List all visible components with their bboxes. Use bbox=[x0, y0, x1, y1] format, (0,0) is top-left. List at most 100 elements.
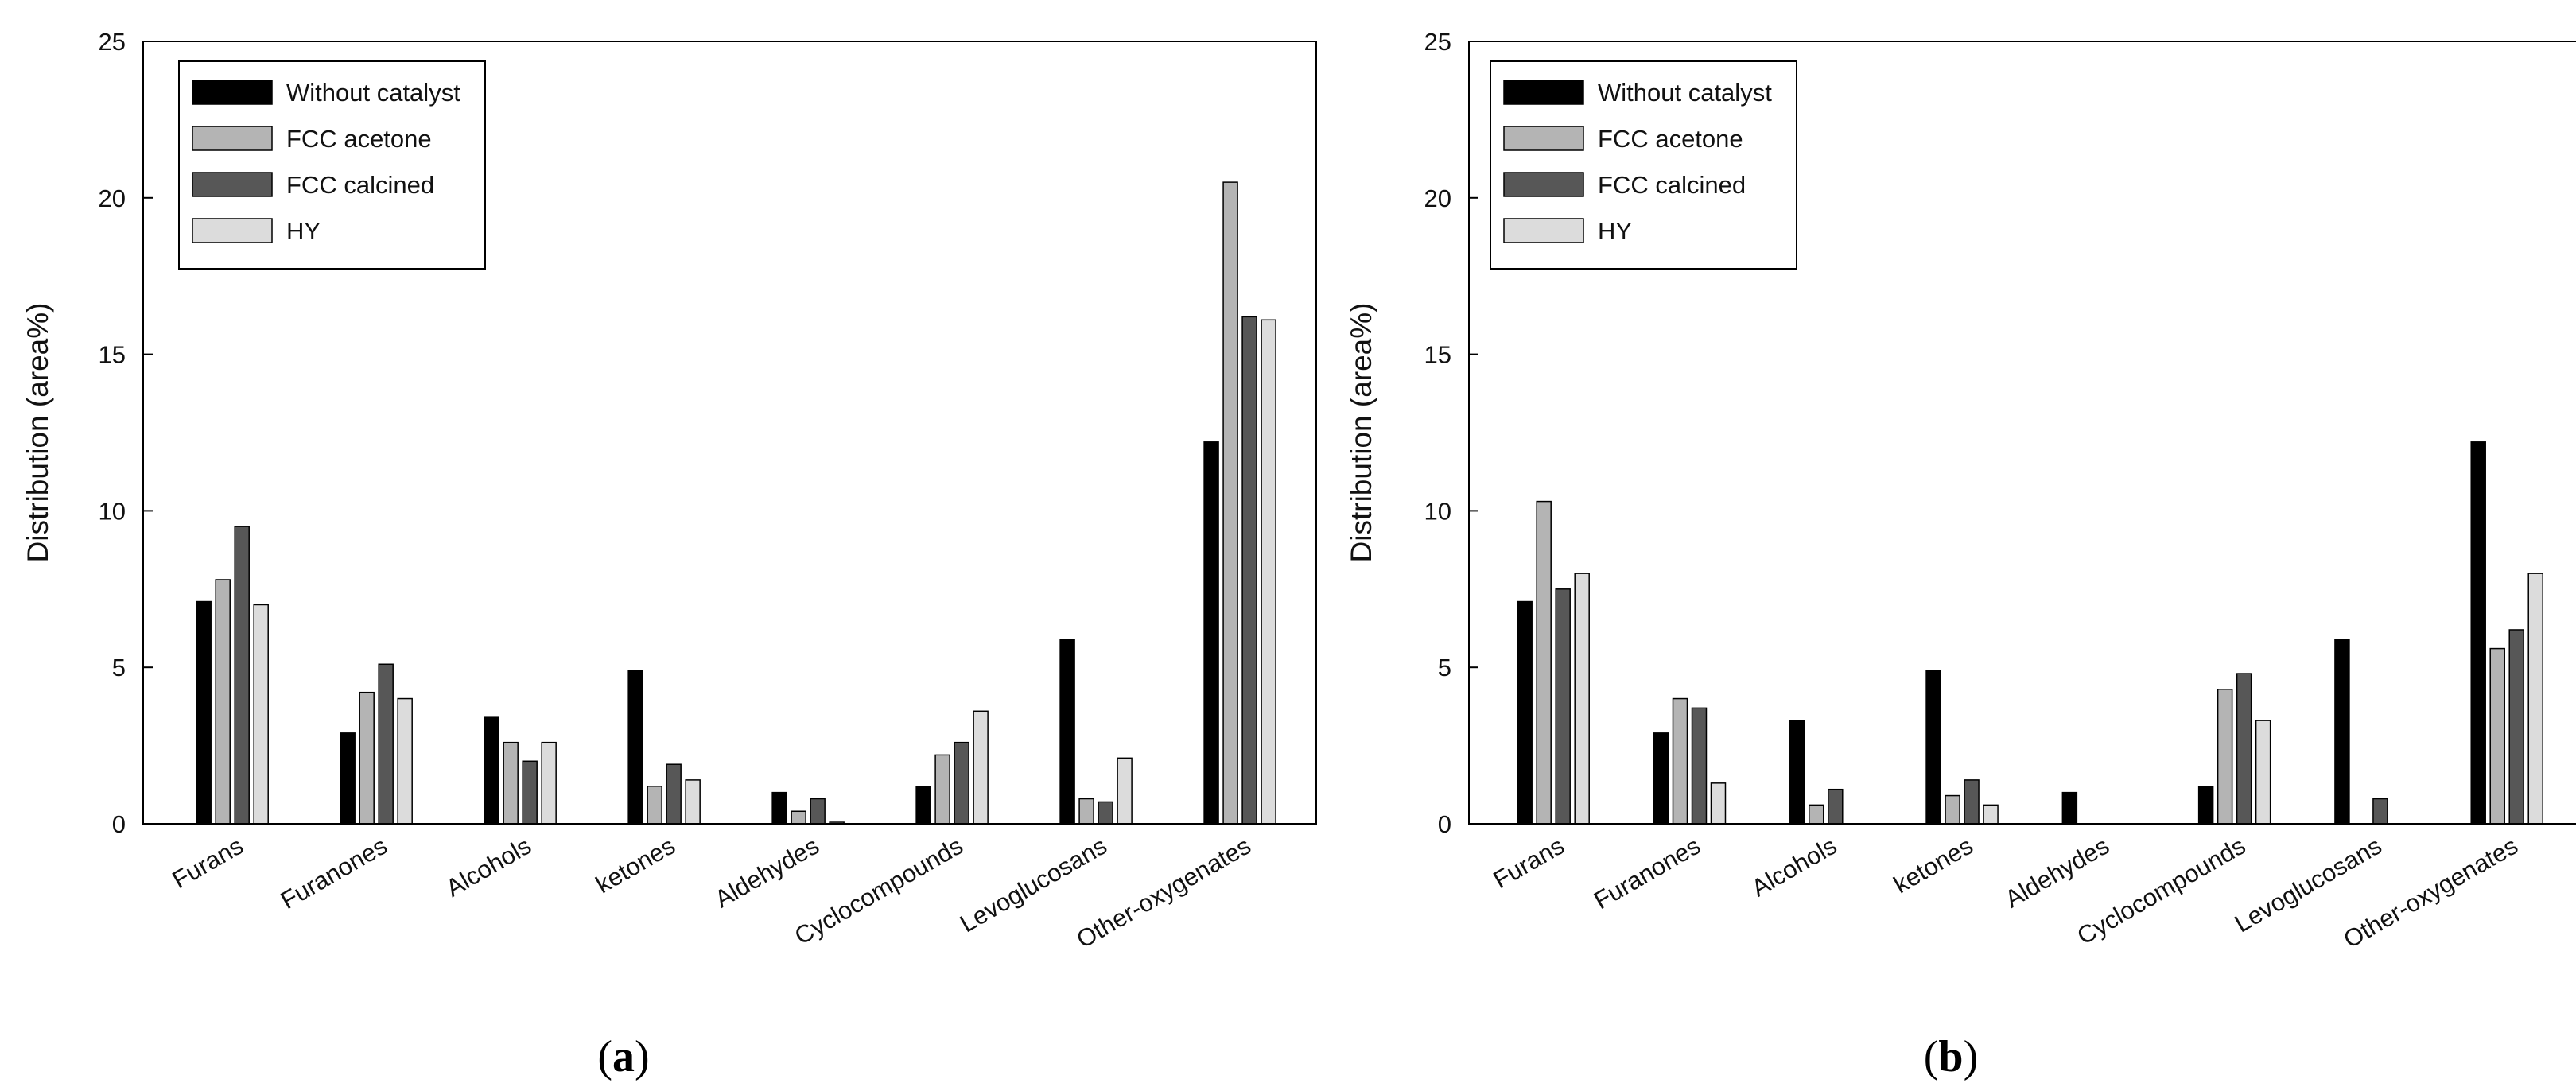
legend-a: Without catalyst FCC acetone FCC calcined H… bbox=[178, 60, 486, 270]
x-axis-a: Furans Furanones Alcohols ketones AldehydesC… bbox=[168, 832, 1256, 954]
bar-hy-cyclocompounds bbox=[2255, 720, 2271, 825]
y-axis-b: 0 5 10 15 20 25 bbox=[1424, 28, 1478, 838]
bar-fcc-acetone-furanones bbox=[1672, 697, 1688, 825]
y-axis-label-b: Distribution (area%) bbox=[1345, 303, 1377, 563]
y-tick-label: 25 bbox=[1424, 28, 1451, 56]
bar-fcc-acetone-other-oxygenates bbox=[2489, 647, 2505, 825]
bar-hy-other-oxygenates bbox=[2527, 573, 2543, 825]
bars-group-a bbox=[196, 181, 1276, 825]
legend-label: FCC calcined bbox=[286, 171, 434, 199]
y-tick-label: 20 bbox=[99, 184, 126, 212]
bar-fcc-calcined-alcohols bbox=[522, 760, 538, 825]
y-tick-label: 0 bbox=[1438, 810, 1451, 838]
bar-without-catalyst-aldehydes bbox=[771, 791, 787, 825]
legend-swatch bbox=[1503, 80, 1584, 105]
x-tick-label: Aldehydes bbox=[2000, 832, 2114, 914]
bar-fcc-calcined-furans bbox=[1555, 588, 1571, 825]
bar-without-catalyst-furanones bbox=[1653, 732, 1669, 825]
legend-label: Without catalyst bbox=[286, 79, 460, 107]
plot-frame-a bbox=[142, 41, 1317, 825]
bar-hy-levoglucosans bbox=[1117, 757, 1133, 825]
y-tick-label: 20 bbox=[1424, 184, 1451, 212]
y-tick-label: 10 bbox=[1424, 497, 1451, 525]
legend-swatch bbox=[192, 218, 273, 243]
bar-fcc-calcined-cyclocompounds bbox=[954, 741, 969, 825]
x-tick-label: ketones bbox=[1889, 832, 1978, 899]
bar-fcc-acetone-aldehydes bbox=[791, 810, 806, 825]
bar-hy-furans bbox=[253, 604, 269, 825]
x-tick-label: Alcohols bbox=[1746, 832, 1841, 903]
bar-without-catalyst-alcohols bbox=[484, 716, 499, 825]
bar-without-catalyst-furans bbox=[196, 600, 212, 825]
bar-hy-furans bbox=[1574, 573, 1590, 825]
bar-without-catalyst-levoglucosans bbox=[1059, 639, 1075, 825]
bar-without-catalyst-furans bbox=[1517, 600, 1533, 825]
bar-fcc-acetone-other-oxygenates bbox=[1222, 181, 1238, 825]
bar-without-catalyst-furanones bbox=[340, 732, 356, 825]
bar-without-catalyst-ketones bbox=[627, 670, 643, 825]
legend-label: HY bbox=[1598, 217, 1632, 245]
bar-fcc-acetone-ketones bbox=[1945, 794, 1960, 825]
bar-without-catalyst-alcohols bbox=[1789, 720, 1805, 825]
bar-fcc-acetone-furanones bbox=[359, 691, 375, 825]
bar-fcc-calcined-cyclocompounds bbox=[2236, 673, 2252, 825]
bar-without-catalyst-levoglucosans bbox=[2334, 639, 2350, 825]
legend-label: FCC acetone bbox=[1598, 125, 1743, 153]
bar-hy-ketones bbox=[1983, 804, 1999, 825]
bar-fcc-acetone-cyclocompounds bbox=[2217, 689, 2233, 825]
legend-b: Without catalyst FCC acetone FCC calcined H… bbox=[1490, 60, 1797, 270]
bar-without-catalyst-cyclocompounds bbox=[2197, 786, 2214, 825]
bar-fcc-calcined-ketones bbox=[1964, 779, 1980, 825]
legend-swatch bbox=[1503, 218, 1584, 243]
bar-without-catalyst-aldehydes bbox=[2061, 791, 2078, 825]
bars-group-b bbox=[1517, 441, 2543, 825]
bar-fcc-acetone-alcohols bbox=[503, 741, 519, 825]
bar-fcc-calcined-levoglucosans bbox=[1098, 801, 1113, 825]
legend-label: HY bbox=[286, 217, 321, 245]
legend-swatch bbox=[1503, 172, 1584, 197]
legend-label: Without catalyst bbox=[1598, 79, 1772, 107]
legend-swatch bbox=[192, 126, 273, 151]
y-tick-label: 0 bbox=[112, 810, 126, 838]
legend-swatch bbox=[1503, 126, 1584, 151]
chart-panel-a: 0 5 10 15 20 25 Furans Furanones Alcohols ketone… bbox=[21, 28, 1317, 1081]
y-axis-a: 0 5 10 15 20 25 bbox=[99, 28, 153, 838]
bar-without-catalyst-other-oxygenates bbox=[2470, 441, 2486, 825]
bar-fcc-calcined-other-oxygenates bbox=[1241, 316, 1257, 825]
panel-label-a: (a) bbox=[597, 1032, 649, 1081]
x-tick-label: Furanones bbox=[276, 832, 392, 914]
x-tick-label: Aldehydes bbox=[710, 832, 824, 914]
x-tick-label: Furans bbox=[168, 832, 248, 895]
bar-hy-alcohols bbox=[541, 741, 557, 825]
y-tick-label: 5 bbox=[1438, 654, 1451, 681]
bar-fcc-calcined-levoglucosans bbox=[2372, 798, 2388, 825]
bar-hy-furanones bbox=[1710, 782, 1727, 825]
y-axis-label-a: Distribution (area%) bbox=[21, 303, 54, 563]
bar-fcc-acetone-levoglucosans bbox=[1078, 798, 1094, 825]
bar-fcc-calcined-aldehydes bbox=[810, 798, 826, 825]
panel-label-b: (b) bbox=[1924, 1032, 1978, 1081]
legend-swatch bbox=[192, 172, 273, 197]
bar-fcc-acetone-ketones bbox=[647, 786, 662, 825]
chart-panel-b: 0 5 10 15 20 25 Furans Furanones Alcohols ketone… bbox=[1345, 28, 2576, 1081]
x-tick-label: Furanones bbox=[1589, 832, 1705, 914]
x-axis-b: Furans Furanones Alcohols ketones AldehydesC… bbox=[1489, 832, 2523, 954]
bar-fcc-calcined-other-oxygenates bbox=[2508, 629, 2524, 825]
bar-fcc-calcined-ketones bbox=[666, 763, 682, 825]
panel-label-a-letter: a bbox=[612, 1032, 635, 1081]
bar-without-catalyst-other-oxygenates bbox=[1203, 441, 1219, 825]
y-tick-label: 15 bbox=[1424, 341, 1451, 369]
legend-label: FCC acetone bbox=[286, 125, 432, 153]
bar-fcc-calcined-furanones bbox=[378, 663, 394, 825]
y-tick-label: 10 bbox=[99, 497, 126, 525]
bar-fcc-acetone-furans bbox=[1536, 500, 1552, 825]
bar-hy-cyclocompounds bbox=[973, 710, 989, 825]
legend-swatch bbox=[192, 80, 273, 105]
bar-fcc-calcined-furanones bbox=[1691, 707, 1708, 825]
x-tick-label: Furans bbox=[1489, 832, 1569, 895]
bar-fcc-calcined-alcohols bbox=[1828, 788, 1844, 825]
legend-label: FCC calcined bbox=[1598, 171, 1746, 199]
bar-hy-other-oxygenates bbox=[1261, 319, 1276, 825]
y-tick-label: 15 bbox=[99, 341, 126, 369]
